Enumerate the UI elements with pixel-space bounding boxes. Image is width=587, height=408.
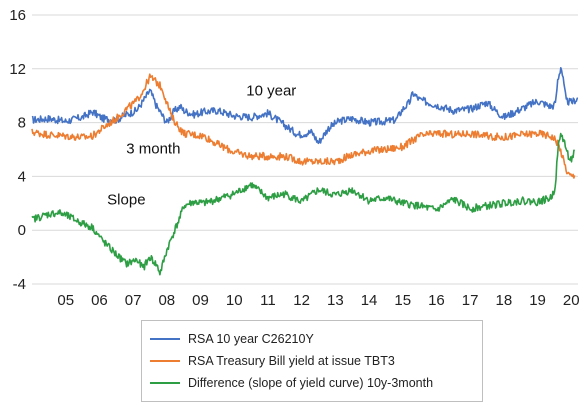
legend-item: Difference (slope of yield curve) 10y-3m… — [150, 373, 433, 393]
series-annotation: 3 month — [126, 141, 180, 158]
y-tick-label: 0 — [18, 222, 26, 239]
x-tick-label: 17 — [462, 292, 479, 309]
x-tick-label: 14 — [361, 292, 378, 309]
legend-swatch — [150, 360, 180, 362]
chart-legend: RSA 10 year C26210Y RSA Treasury Bill yie… — [141, 320, 483, 402]
x-tick-label: 05 — [57, 292, 74, 309]
x-axis-ticks: 05 06 07 08 09 10 11 12 13 14 15 16 17 18 19 20 — [57, 292, 579, 309]
x-tick-label: 09 — [192, 292, 209, 309]
x-tick-label: 07 — [125, 292, 142, 309]
series-annotations: 10 year 3 month Slope — [107, 83, 296, 209]
y-tick-label: 12 — [9, 61, 26, 78]
x-tick-label: 15 — [394, 292, 411, 309]
y-tick-label: 16 — [9, 7, 26, 24]
y-axis-ticks: -4 0 4 8 12 16 — [9, 7, 26, 293]
y-tick-label: 8 — [18, 115, 26, 132]
legend-swatch — [150, 382, 180, 384]
x-tick-label: 20 — [563, 292, 580, 309]
legend-item: RSA Treasury Bill yield at issue TBT3 — [150, 351, 395, 371]
legend-label: Difference (slope of yield curve) 10y-3m… — [188, 376, 434, 390]
x-tick-label: 08 — [158, 292, 175, 309]
series-line — [31, 73, 576, 179]
x-tick-label: 13 — [327, 292, 344, 309]
x-tick-label: 16 — [428, 292, 445, 309]
legend-label: RSA 10 year C26210Y — [188, 332, 314, 346]
legend-label: RSA Treasury Bill yield at issue TBT3 — [188, 354, 395, 368]
x-tick-label: 11 — [260, 292, 276, 309]
chart-grid — [32, 14, 578, 285]
series-annotation: Slope — [107, 192, 145, 209]
legend-item: RSA 10 year C26210Y — [150, 329, 314, 349]
series-line — [31, 67, 579, 145]
y-tick-label: -4 — [13, 276, 26, 293]
x-tick-label: 12 — [293, 292, 310, 309]
series-line — [31, 132, 576, 276]
series-annotation: 10 year — [246, 83, 296, 100]
y-tick-label: 4 — [18, 168, 26, 185]
x-tick-label: 19 — [529, 292, 546, 309]
series-lines — [31, 67, 579, 276]
x-tick-label: 18 — [496, 292, 513, 309]
legend-swatch — [150, 338, 180, 340]
line-chart: -4 0 4 8 12 16 05 06 07 08 09 10 11 12 13 14 15 16 17 18 19… — [9, 7, 579, 309]
x-tick-label: 06 — [91, 292, 108, 309]
x-tick-label: 10 — [226, 292, 243, 309]
